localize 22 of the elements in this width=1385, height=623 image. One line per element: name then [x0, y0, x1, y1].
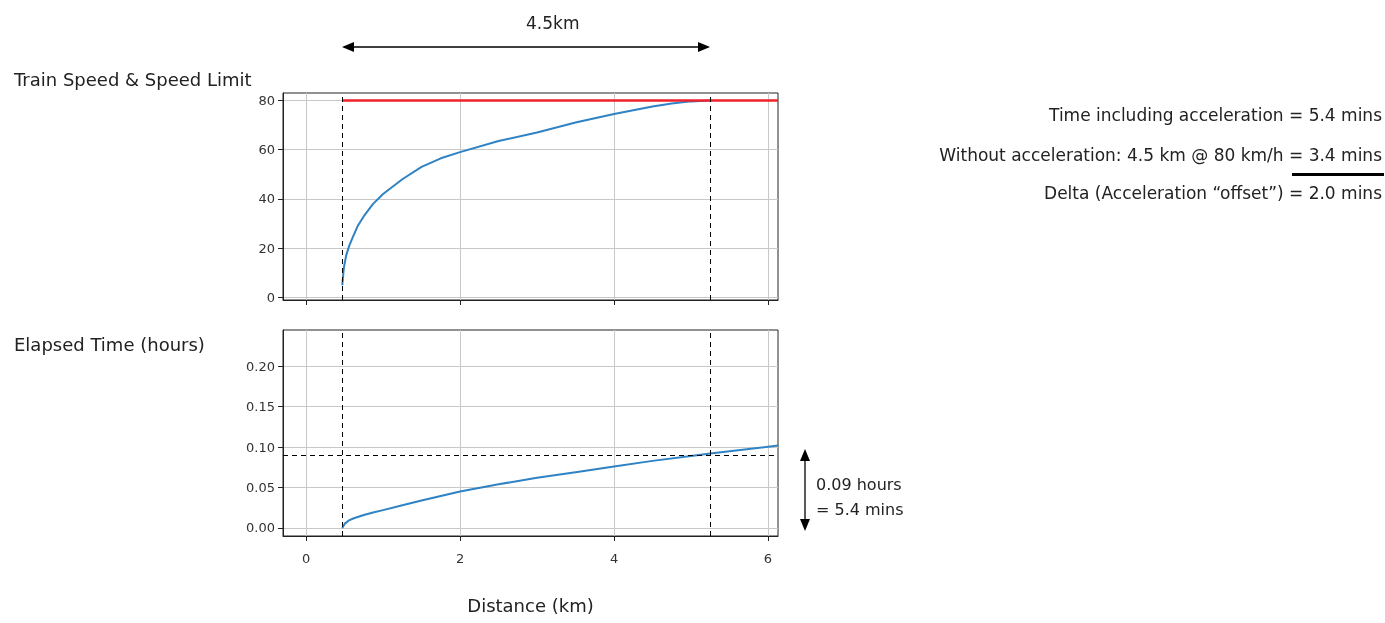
y-axis-title: Elapsed Time (hours): [14, 333, 205, 355]
y-tick-label: 0.20: [246, 358, 275, 374]
x-tick-label: 2: [455, 551, 465, 566]
y-tick-label: 80: [258, 92, 275, 108]
y-tick-label: 40: [258, 191, 275, 207]
text: 0.09 hours = 5.4 mins: [816, 475, 907, 519]
x-tick-label: 0: [301, 551, 311, 566]
y-tick-label: 0.00: [246, 520, 275, 536]
y-tick-label: 60: [258, 142, 275, 158]
x-tick-label: 4: [609, 551, 619, 566]
text: Without acceleration: 4.5 km @ 80 km/h = 3.4 mins: [939, 144, 1383, 165]
y-axis-title: Train Speed & Speed Limit: [13, 69, 252, 91]
x-axis-title: Distance (km): [467, 594, 594, 616]
text: Time including acceleration = 5.4 mins: [1048, 104, 1383, 125]
y-tick-label: 0.15: [246, 399, 275, 415]
y-tick-label: 0: [266, 290, 275, 306]
y-tick-label: 20: [258, 240, 275, 256]
y-tick-label: 0.10: [246, 439, 275, 455]
x-tick-label: 6: [763, 551, 773, 566]
y-tick-label: 0.05: [246, 480, 275, 496]
text: Delta (Acceleration “offset”) = 2.0 mins: [1044, 182, 1383, 203]
text: 4.5km: [526, 12, 580, 33]
